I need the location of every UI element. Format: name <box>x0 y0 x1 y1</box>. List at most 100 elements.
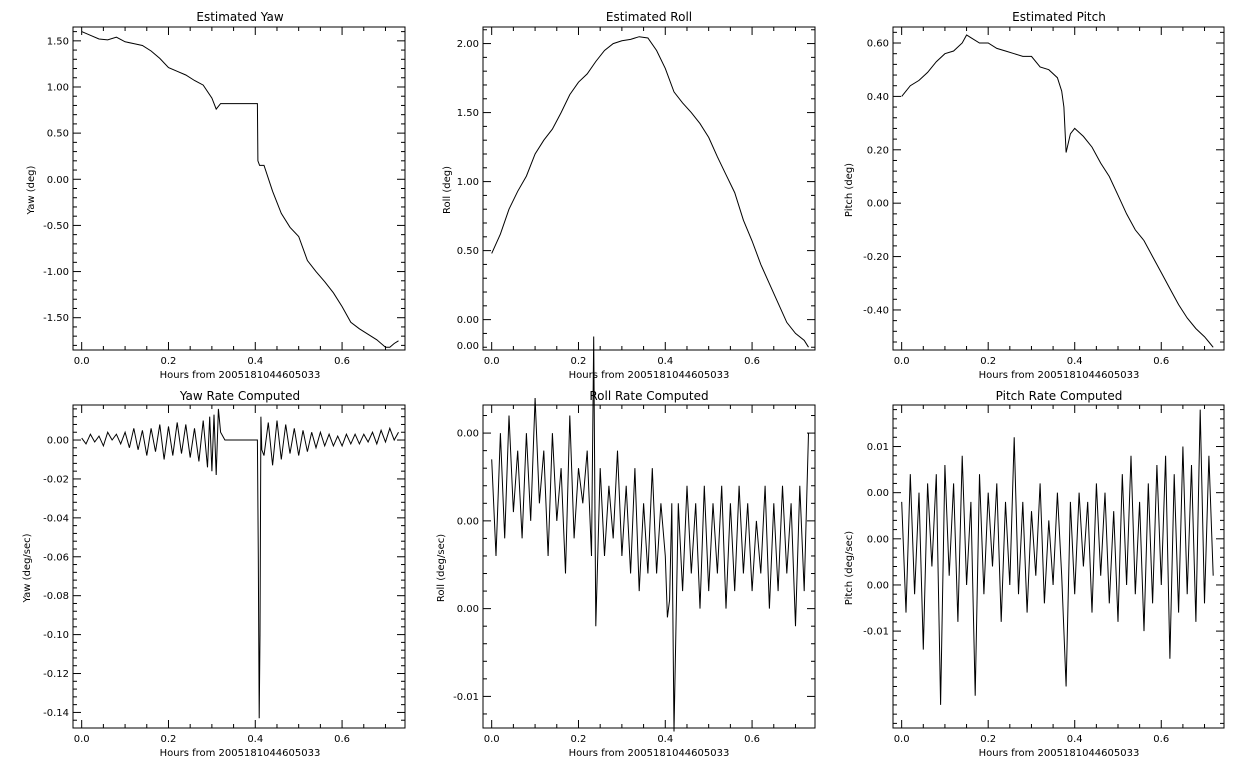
x-tick-label: 0.0 <box>74 734 90 745</box>
x-tick-label: 0.2 <box>161 356 177 367</box>
y-tick-label: 0.00 <box>457 604 479 615</box>
y-tick-label: -0.12 <box>43 669 69 680</box>
y-tick-label: -0.40 <box>863 305 889 316</box>
panel-roll-rate-computed: Roll Rate Computed Hours from 2005181044… <box>436 389 729 759</box>
x-tick-label: 0.0 <box>894 356 910 367</box>
y-tick-label: -1.50 <box>43 313 69 324</box>
y-tick-label: 1.50 <box>47 36 69 47</box>
chart-title: Estimated Roll <box>606 10 692 24</box>
y-tick-label: 0.00 <box>47 436 69 447</box>
x-tick-label: 0.4 <box>247 356 263 367</box>
y-tick-label: 0.00 <box>457 516 479 527</box>
y-tick-label: 1.00 <box>47 82 69 93</box>
series-line <box>901 34 1214 348</box>
y-tick-label: 2.00 <box>457 39 479 50</box>
y-axis-label: Pitch (deg) <box>844 163 855 217</box>
x-tick-label: 0.6 <box>1153 734 1169 745</box>
y-tick-label: 0.00 <box>457 429 479 440</box>
y-tick-label: 0.60 <box>867 39 889 50</box>
plot-2: 0.0 0.2 0.4 0.6 0.60 0.40 0.20 0.00 -0.20 -0.40 <box>863 26 1225 367</box>
x-tick-label: 0.4 <box>1067 356 1083 367</box>
y-tick-label: 0.00 <box>867 534 889 545</box>
series-line <box>901 409 1214 705</box>
chart-title: Yaw Rate Computed <box>179 389 300 403</box>
plot-1: 0.0 0.2 0.4 0.6 2.00 1.50 1.00 0.50 0.00 <box>457 26 816 367</box>
panel-estimated-yaw: Estimated Yaw Hours from 200518104460503… <box>26 10 320 381</box>
x-tick-label: 0.0 <box>74 356 90 367</box>
y-tick-label: -0.02 <box>43 474 69 485</box>
x-axis-label: Hours from 2005181044605033 <box>160 748 321 759</box>
x-axis-label: Hours from 2005181044605033 <box>569 748 730 759</box>
x-axis-label: Hours from 2005181044605033 <box>979 370 1140 381</box>
axes-frame <box>482 26 816 351</box>
panel-estimated-roll: Estimated Roll Hours from 20051810446050… <box>442 10 729 381</box>
x-axis-label: Hours from 2005181044605033 <box>160 370 321 381</box>
series-line <box>491 336 809 732</box>
y-tick-label: -0.01 <box>453 692 479 703</box>
y-axis-label: Pitch (deg/sec) <box>844 531 855 606</box>
y-tick-label: 0.00 <box>457 315 479 326</box>
x-tick-label: 0.2 <box>161 734 177 745</box>
y-tick-label: -0.01 <box>863 627 889 638</box>
x-tick-label: 0.6 <box>334 734 350 745</box>
y-tick-label: -1.00 <box>43 267 69 278</box>
series-line <box>81 31 399 348</box>
panel-yaw-rate-computed: Yaw Rate Computed Hours from 20051810446… <box>22 389 320 759</box>
y-tick-label: -0.20 <box>863 252 889 263</box>
y-tick-label: -0.06 <box>43 552 69 563</box>
plot-3: 0.0 0.2 0.4 0.6 0.00 -0.02 -0.04 -0.06 -0.08 -0.1… <box>43 404 406 745</box>
axes-frame <box>72 404 406 729</box>
y-tick-label: -0.14 <box>43 708 69 719</box>
chart-title: Estimated Pitch <box>1012 10 1106 24</box>
x-tick-label: 0.4 <box>1067 734 1083 745</box>
chart-title: Estimated Yaw <box>196 10 283 24</box>
x-tick-label: 0.6 <box>1153 356 1169 367</box>
plot-4: 0.0 0.2 0.4 0.6 0.00 0.00 0.00 0.00 -0.01 <box>453 336 816 745</box>
x-tick-label: 0.6 <box>744 356 760 367</box>
x-axis-label: Hours from 2005181044605033 <box>979 748 1140 759</box>
y-axis-label: Yaw (deg/sec) <box>22 533 33 603</box>
panel-pitch-rate-computed: Pitch Rate Computed Hours from 200518104… <box>844 389 1139 759</box>
y-tick-label: -0.04 <box>43 513 69 524</box>
plot-0: 0.0 0.2 0.4 0.6 1.50 1.00 0.50 0.00 -0.50 -1.00 -1… <box>43 26 406 367</box>
x-tick-label: 0.2 <box>571 356 587 367</box>
chart-title: Roll Rate Computed <box>589 389 708 403</box>
series-line <box>491 36 809 348</box>
y-tick-label: 0.50 <box>47 129 69 140</box>
y-axis-label: Roll (deg/sec) <box>436 534 447 602</box>
x-axis-label: Hours from 2005181044605033 <box>569 370 730 381</box>
x-tick-label: 0.6 <box>334 356 350 367</box>
x-tick-label: 0.0 <box>894 734 910 745</box>
y-tick-label: 1.50 <box>457 108 479 119</box>
x-tick-label: 0.4 <box>657 356 673 367</box>
y-tick-label: 0.00 <box>867 199 889 210</box>
y-tick-label: -0.08 <box>43 591 69 602</box>
axes-frame <box>482 404 816 729</box>
y-axis-label: Roll (deg) <box>442 166 453 214</box>
plot-5: 0.0 0.2 0.4 0.6 0.01 0.00 0.00 0.00 -0.01 <box>863 404 1225 745</box>
panel-estimated-pitch: Estimated Pitch Hours from 2005181044605… <box>844 10 1139 381</box>
y-tick-label: 0.50 <box>457 246 479 257</box>
y-tick-label: 0.00 <box>867 488 889 499</box>
y-tick-label: 1.00 <box>457 177 479 188</box>
x-tick-label: 0.2 <box>980 734 996 745</box>
y-tick-label: -0.10 <box>43 630 69 641</box>
y-tick-label: 0.00 <box>47 175 69 186</box>
y-tick-label: 0.00 <box>457 341 479 352</box>
y-tick-label: 0.01 <box>867 442 889 453</box>
y-tick-label: 0.20 <box>867 145 889 156</box>
y-axis-label: Yaw (deg) <box>26 165 37 215</box>
series-line <box>81 408 399 719</box>
x-tick-label: 0.6 <box>744 734 760 745</box>
x-tick-label: 0.0 <box>484 356 500 367</box>
axes-frame <box>892 26 1225 351</box>
y-tick-label: 0.40 <box>867 92 889 103</box>
x-tick-label: 0.4 <box>657 734 673 745</box>
y-tick-label: -0.50 <box>43 221 69 232</box>
chart-title: Pitch Rate Computed <box>996 389 1123 403</box>
x-tick-label: 0.4 <box>247 734 263 745</box>
y-tick-label: 0.00 <box>867 580 889 591</box>
x-tick-label: 0.0 <box>484 734 500 745</box>
